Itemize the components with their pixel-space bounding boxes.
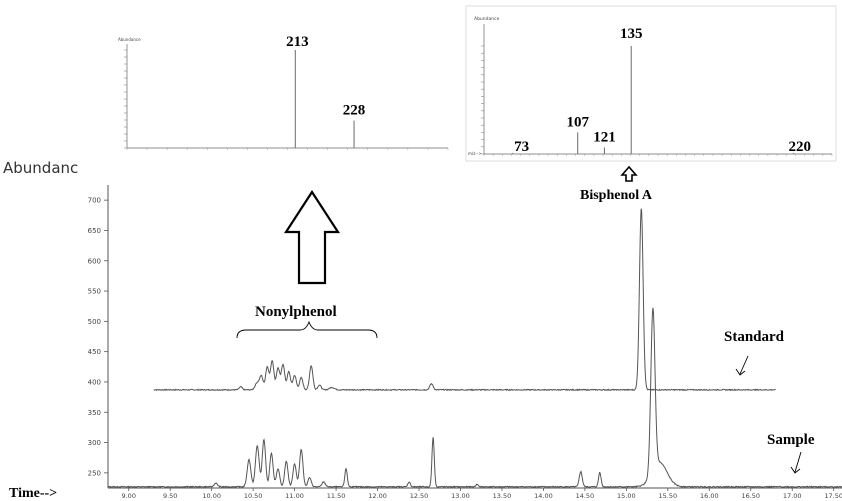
sample-pointer-arrow	[790, 451, 802, 474]
inset1-peak-label-228: 228	[343, 103, 366, 119]
standard-pointer-arrow	[735, 355, 749, 376]
main-x-tick-label: 10.50	[244, 492, 263, 500]
main-x-tick-label: 12.00	[368, 492, 387, 500]
main-x-tick-label: 17.00	[783, 492, 802, 500]
inset2-xlabel: m/z-->	[468, 151, 482, 156]
inset2-peak-label-73: 73	[514, 139, 529, 155]
main-ylabel: Abundanc	[3, 159, 78, 177]
chromatogram: Abundanc 250300350400450500550600650700 …	[3, 159, 842, 501]
main-x-tick-label: 16.50	[741, 492, 760, 500]
main-x-tick-label: 16.00	[700, 492, 719, 500]
sample-label: Sample	[767, 432, 815, 448]
mass-spectrum-nonylphenol: Abundance 213 228	[118, 34, 449, 150]
inset1-y-ticks	[124, 49, 127, 149]
inset2-frame	[465, 5, 837, 162]
main-x-tick-label: 10.00	[202, 492, 221, 500]
main-y-tick-label: 400	[88, 378, 101, 386]
nonylphenol-brace	[236, 320, 378, 339]
inset1-peak-label-213: 213	[286, 34, 309, 50]
main-x-tick-label: 15.50	[659, 492, 678, 500]
inset2-peak-label-220: 220	[789, 139, 812, 155]
main-x-tick-label: 14.50	[576, 492, 595, 500]
main-xlabel: Time-->	[9, 486, 57, 501]
inset2-x-ticks	[483, 154, 833, 156]
main-y-tick-label: 550	[88, 288, 101, 296]
bisphenol-a-label: Bisphenol A	[580, 188, 653, 203]
inset2-y-ticks	[481, 45, 484, 155]
inset1-peaks	[294, 50, 355, 148]
inset1-peak-labels: 213 228	[286, 34, 365, 119]
nonylphenol-label: Nonylphenol	[255, 304, 337, 320]
main-x-tick-label: 15.00	[617, 492, 636, 500]
main-x-tick-label: 14.00	[534, 492, 553, 500]
main-y-tick-label: 650	[88, 227, 101, 235]
inset2-peak-label-135: 135	[620, 26, 643, 42]
main-x-tick-label: 9.50	[163, 492, 177, 500]
sample-trace	[107, 307, 842, 489]
inset2-peaks	[512, 46, 795, 154]
inset2-peak-label-121: 121	[593, 130, 616, 146]
standard-trace	[153, 208, 776, 392]
main-x-tick-label: 11.50	[327, 492, 346, 500]
main-x-tick-label: 13.00	[451, 492, 470, 500]
inset2-ylabel: Abundance	[474, 16, 500, 22]
small-up-arrow-icon	[620, 165, 638, 182]
standard-label: Standard	[724, 329, 785, 345]
main-x-tick-label: 13.50	[493, 492, 512, 500]
main-x-tick-label: 9.00	[121, 492, 135, 500]
main-y-tick-label: 600	[88, 257, 101, 265]
inset2-peak-label-107: 107	[566, 114, 589, 130]
up-arrow-icon	[283, 189, 341, 285]
inset1-ylabel: Abundance	[118, 37, 141, 42]
main-x-ticks: 9.00 9.50 10.00 10.50 11.00 11.50 12.00 12.50 13…	[121, 488, 842, 500]
main-y-tick-label: 700	[88, 197, 101, 205]
main-y-tick-label: 350	[88, 409, 101, 417]
main-x-tick-label: 12.50	[410, 492, 429, 500]
inset1-x-ticks	[126, 148, 449, 150]
main-x-tick-label: 17.50	[824, 492, 842, 500]
main-y-tick-label: 450	[88, 348, 101, 356]
main-x-tick-label: 11.00	[285, 492, 304, 500]
main-y-tick-label: 500	[88, 318, 101, 326]
main-y-ticks: 250 300 350 400 450 500 550 600 650 700	[88, 197, 108, 477]
main-y-tick-label: 300	[88, 439, 101, 447]
main-y-tick-label: 250	[88, 469, 101, 477]
